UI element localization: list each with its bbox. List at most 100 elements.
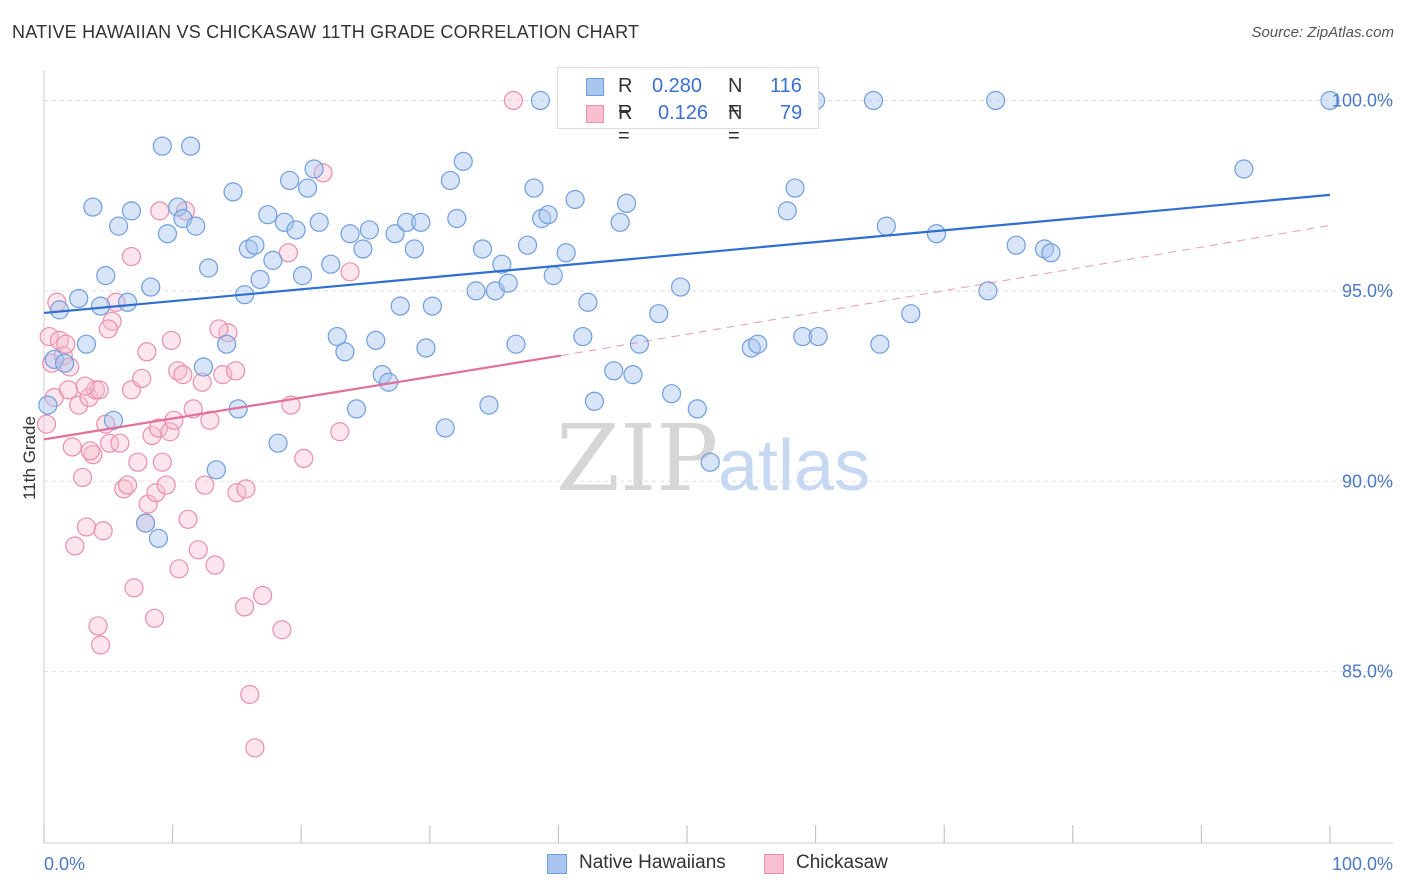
native-hawaiians-point <box>135 513 156 533</box>
chickasaw-point <box>88 616 108 636</box>
native-hawaiians-point <box>447 208 467 229</box>
chickasaw-point <box>245 738 265 758</box>
watermark-zip: ZIP <box>556 405 718 512</box>
chickasaw-point <box>253 585 273 606</box>
native-hawaiians-point <box>876 216 896 236</box>
chickasaw-point <box>272 620 292 640</box>
chickasaw-point <box>168 361 188 381</box>
native-hawaiians-point <box>808 326 828 347</box>
native-hawaiians-point <box>108 216 129 236</box>
native-hawaiians-point <box>1234 159 1254 179</box>
native-hawaiians-point <box>199 258 219 278</box>
chickasaw-point <box>60 357 80 377</box>
native-hawaiians-point <box>565 189 585 210</box>
chickasaw-point <box>75 376 95 396</box>
n-value: 116 <box>770 75 802 97</box>
native-hawaiians-point <box>661 384 682 404</box>
r-value: 0.126 <box>658 102 709 124</box>
chickasaw-point <box>178 509 198 529</box>
native-hawaiians-point <box>366 330 386 350</box>
native-hawaiians-point <box>543 266 563 286</box>
chickasaw-point <box>144 608 165 628</box>
chickasaw-point <box>121 246 142 267</box>
native-hawaiians-point <box>148 528 169 548</box>
native-hawaiians-point <box>479 395 499 415</box>
native-hawaiians-point <box>610 212 630 232</box>
chickasaw-point <box>192 372 212 392</box>
native-hawaiians-trend-line <box>43 193 1331 315</box>
native-hawaiians-point <box>416 338 436 358</box>
chickasaw-point <box>65 536 85 556</box>
native-hawaiians-point <box>700 452 720 472</box>
trend-lines <box>43 193 1331 441</box>
legend-label: Native Hawaiians <box>579 852 726 873</box>
native-hawaiians-point <box>604 361 624 381</box>
native-hawaiians-point <box>926 224 947 244</box>
native-hawaiians-point <box>217 334 237 354</box>
native-hawaiians-point <box>748 334 768 354</box>
native-hawaiians-point <box>492 254 512 274</box>
chickasaw-point <box>213 365 233 385</box>
chickasaw-point <box>209 319 229 339</box>
axes <box>43 70 1393 844</box>
native-hawaiians-point <box>286 220 306 240</box>
native-hawaiians-point <box>623 365 643 385</box>
native-hawaiians-point <box>901 304 921 324</box>
native-hawaiians-point <box>69 288 89 309</box>
chickasaw-point <box>69 395 89 415</box>
chickasaw-trend-line <box>43 354 562 441</box>
native-hawaiians-point <box>340 224 360 244</box>
native-hawaiians-points <box>38 90 1340 548</box>
legend-swatch-pink <box>586 105 604 123</box>
chickasaw-point <box>128 452 148 472</box>
native-hawaiians-point <box>793 326 813 347</box>
native-hawaiians-point <box>141 277 161 297</box>
native-hawaiians-point <box>186 216 206 236</box>
y-tick-labels: 85.0% 90.0% 95.0% 100.0% <box>1332 90 1393 681</box>
chickasaw-point <box>200 410 220 430</box>
native-hawaiians-point <box>629 334 650 354</box>
chickasaw-point <box>236 479 256 499</box>
chickasaw-point <box>58 380 79 400</box>
native-hawaiians-point <box>38 395 58 415</box>
native-hawaiians-point <box>440 170 460 191</box>
x-tick-min: 0.0% <box>44 854 85 874</box>
native-hawaiians-point <box>584 391 605 411</box>
native-hawaiians-point <box>390 296 410 316</box>
chickasaw-point <box>62 437 82 457</box>
chickasaw-point <box>56 334 76 354</box>
native-hawaiians-point <box>292 266 313 286</box>
native-hawaiians-point <box>335 342 355 362</box>
native-hawaiians-point <box>578 292 598 312</box>
grid-lines <box>44 99 1393 673</box>
chickasaw-point <box>99 433 120 453</box>
legend-swatch-blue <box>586 78 604 96</box>
legend-label: Chickasaw <box>796 852 888 873</box>
chickasaw-point <box>36 414 57 434</box>
native-hawaiians-point <box>687 399 707 419</box>
native-hawaiians-point <box>268 433 288 453</box>
r-label: R = <box>618 102 633 147</box>
n-label: N = <box>728 75 743 120</box>
native-hawaiians-point <box>616 193 637 213</box>
chickasaw-point <box>240 684 260 705</box>
native-hawaiians-point <box>304 159 324 179</box>
chickasaw-point <box>117 475 138 495</box>
chickasaw-point <box>160 422 180 442</box>
native-hawaiians-point <box>556 243 576 263</box>
native-hawaiians-point <box>44 349 64 369</box>
x-tick-max: 100.0% <box>1332 854 1393 874</box>
chickasaw-point <box>152 452 172 472</box>
chickasaw-point <box>226 361 246 381</box>
native-hawaiians-point <box>498 273 518 293</box>
native-hawaiians-point <box>206 460 226 480</box>
chickasaw-point <box>235 597 255 617</box>
chickasaw-point <box>294 448 314 469</box>
native-hawaiians-point <box>777 201 797 221</box>
native-hawaiians-point <box>422 296 442 316</box>
n-label: N = <box>728 102 743 147</box>
native-hawaiians-point <box>96 266 116 286</box>
chickasaw-point <box>110 433 130 453</box>
chickasaw-point <box>124 578 144 598</box>
